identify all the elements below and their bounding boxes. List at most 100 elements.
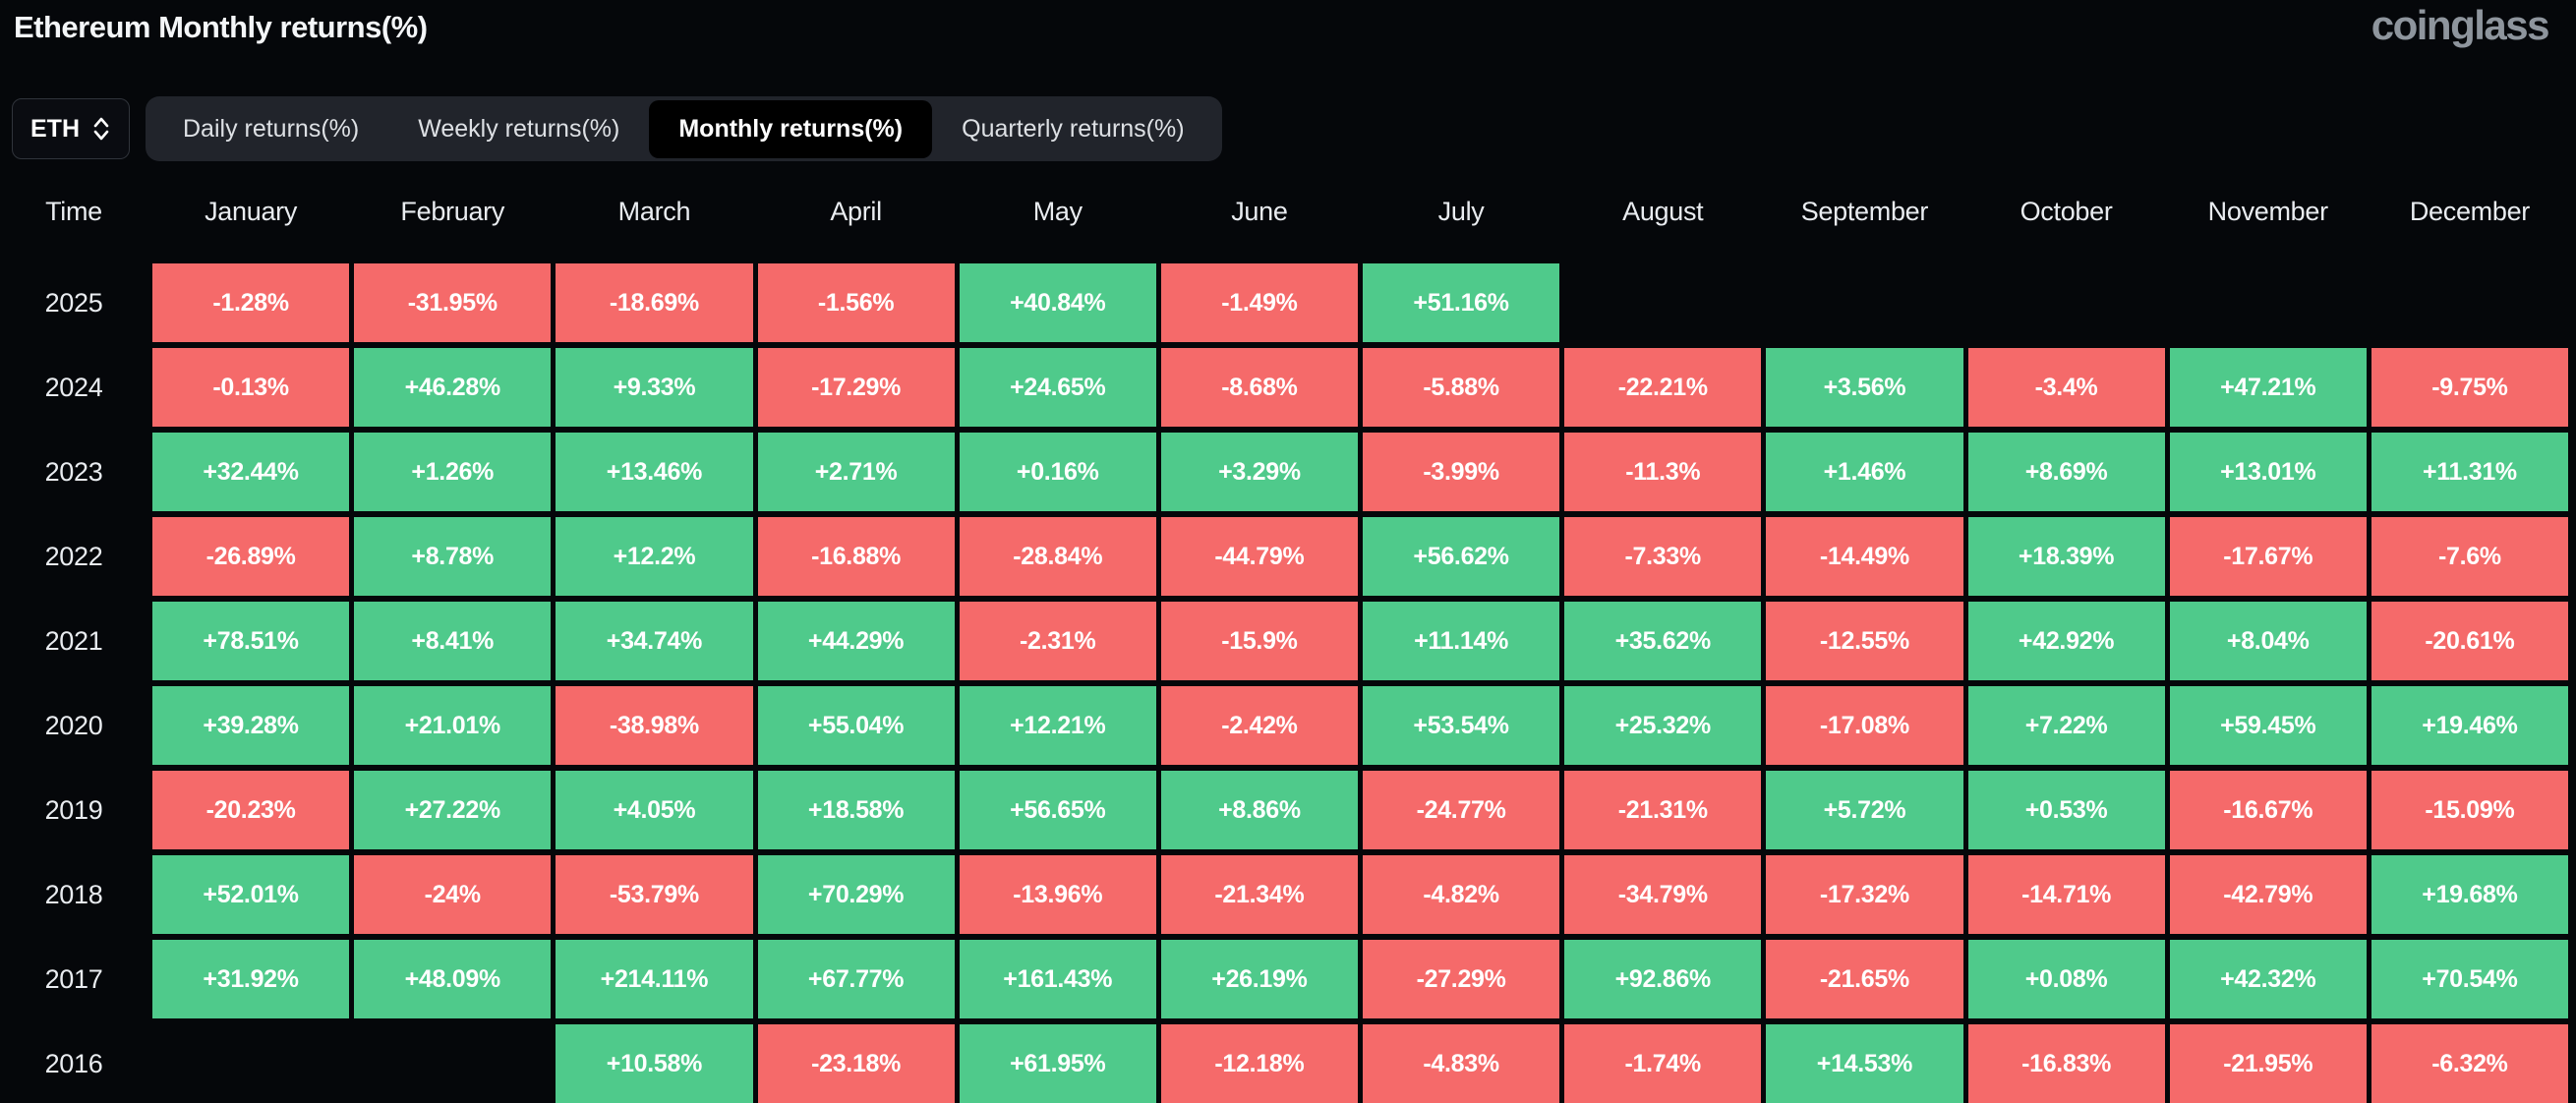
page-title: Ethereum Monthly returns(%) xyxy=(14,10,428,44)
return-cell: +48.09% xyxy=(354,940,552,1018)
column-header-march: March xyxy=(617,196,691,226)
return-cell: -21.34% xyxy=(1160,855,1358,934)
return-cell: -11.3% xyxy=(1564,433,1762,511)
return-cell: +8.04% xyxy=(2169,602,2367,680)
return-cell: -5.88% xyxy=(1363,348,1560,427)
column-header-february: February xyxy=(400,196,505,226)
return-cell: +21.01% xyxy=(354,686,552,765)
return-cell: -16.67% xyxy=(2169,771,2367,849)
return-cell: -13.96% xyxy=(959,855,1156,934)
return-cell xyxy=(1564,263,1761,342)
return-cell: -1.56% xyxy=(757,263,955,342)
return-cell: +52.01% xyxy=(152,855,350,934)
return-cell: -20.61% xyxy=(2371,602,2568,680)
column-header-june: June xyxy=(1231,196,1288,226)
return-cell xyxy=(1766,263,1962,342)
return-cell: +10.58% xyxy=(556,1024,753,1103)
column-header-april: April xyxy=(830,196,882,226)
tab-daily[interactable]: Daily returns(%) xyxy=(153,100,388,158)
year-label: 2020 xyxy=(44,710,103,740)
symbol-select[interactable]: ETH xyxy=(12,98,130,159)
return-cell: -12.18% xyxy=(1160,1024,1358,1103)
year-label: 2018 xyxy=(44,879,103,909)
tab-quarterly[interactable]: Quarterly returns(%) xyxy=(932,100,1213,158)
return-cell: +78.51% xyxy=(152,602,350,680)
return-cell: +56.62% xyxy=(1363,517,1560,596)
return-cell: +24.65% xyxy=(959,348,1156,427)
column-header-december: December xyxy=(2409,196,2530,226)
return-cell: +53.54% xyxy=(1363,686,1560,765)
return-cell: +11.31% xyxy=(2371,433,2568,511)
return-cell: +1.26% xyxy=(354,433,552,511)
year-label: 2016 xyxy=(44,1048,103,1078)
return-cell: -14.71% xyxy=(1967,855,2165,934)
return-cell: -21.65% xyxy=(1766,940,1963,1018)
return-cell: +42.92% xyxy=(1967,602,2165,680)
return-cell: -8.68% xyxy=(1160,348,1358,427)
return-cell: +70.29% xyxy=(757,855,955,934)
return-cell: -7.6% xyxy=(2371,517,2568,596)
return-cell: +11.14% xyxy=(1363,602,1560,680)
return-cell: -4.82% xyxy=(1363,855,1560,934)
return-cell: -42.79% xyxy=(2169,855,2367,934)
year-label: 2022 xyxy=(44,541,103,571)
return-cell: +2.71% xyxy=(757,433,955,511)
return-cell: -4.83% xyxy=(1363,1024,1560,1103)
return-cell: -17.29% xyxy=(757,348,955,427)
return-cell: -38.98% xyxy=(556,686,753,765)
controls-row: ETH Daily returns(%) Weekly returns(%) Mon… xyxy=(12,96,2576,161)
return-cell: -1.74% xyxy=(1564,1024,1762,1103)
return-cell: +46.28% xyxy=(354,348,552,427)
return-cell: +9.33% xyxy=(556,348,753,427)
return-cell: +18.39% xyxy=(1967,517,2165,596)
return-cell: -3.4% xyxy=(1967,348,2165,427)
return-cell: +31.92% xyxy=(152,940,350,1018)
return-cell: +13.46% xyxy=(556,433,753,511)
return-cell: +18.58% xyxy=(757,771,955,849)
return-cell: -0.13% xyxy=(152,348,350,427)
return-cell: +0.08% xyxy=(1967,940,2165,1018)
return-cell: -14.49% xyxy=(1766,517,1963,596)
return-cell: -21.31% xyxy=(1564,771,1762,849)
return-cell: +26.19% xyxy=(1160,940,1358,1018)
return-cell: -17.32% xyxy=(1766,855,1963,934)
tab-weekly[interactable]: Weekly returns(%) xyxy=(388,100,649,158)
return-cell: -28.84% xyxy=(959,517,1156,596)
return-cell: -16.88% xyxy=(757,517,955,596)
return-cell: +47.21% xyxy=(2169,348,2367,427)
return-cell: +12.2% xyxy=(556,517,753,596)
return-cell: +14.53% xyxy=(1766,1024,1963,1103)
return-cell: -24.77% xyxy=(1363,771,1560,849)
return-cell: +35.62% xyxy=(1564,602,1762,680)
return-cell: +8.78% xyxy=(354,517,552,596)
return-cell: -12.55% xyxy=(1766,602,1963,680)
return-cell: +92.86% xyxy=(1564,940,1762,1018)
symbol-select-value: ETH xyxy=(30,114,80,143)
return-cell: +161.43% xyxy=(959,940,1156,1018)
return-cell: -15.09% xyxy=(2371,771,2568,849)
topbar: Ethereum Monthly returns(%) coinglass xyxy=(0,0,2576,65)
return-cell: -22.21% xyxy=(1564,348,1762,427)
return-cell: +214.11% xyxy=(556,940,753,1018)
return-cell: +13.01% xyxy=(2169,433,2367,511)
return-cell: -20.23% xyxy=(152,771,350,849)
return-cell: +19.46% xyxy=(2371,686,2568,765)
return-cell: -2.31% xyxy=(959,602,1156,680)
return-cell: +19.68% xyxy=(2371,855,2568,934)
column-header-may: May xyxy=(1032,196,1083,226)
column-header-january: January xyxy=(205,196,298,226)
return-cell: -53.79% xyxy=(556,855,753,934)
return-cell: +40.84% xyxy=(959,263,1156,342)
return-cell: +25.32% xyxy=(1564,686,1762,765)
return-cell: +3.29% xyxy=(1160,433,1358,511)
return-cell: +34.74% xyxy=(556,602,753,680)
return-cell: +8.41% xyxy=(354,602,552,680)
return-cell xyxy=(1968,263,2165,342)
return-cell xyxy=(2371,263,2568,342)
year-label: 2019 xyxy=(44,794,103,825)
tab-monthly[interactable]: Monthly returns(%) xyxy=(649,99,933,158)
return-cell: -26.89% xyxy=(152,517,350,596)
return-cell: -17.08% xyxy=(1766,686,1963,765)
select-updown-icon xyxy=(91,115,111,143)
